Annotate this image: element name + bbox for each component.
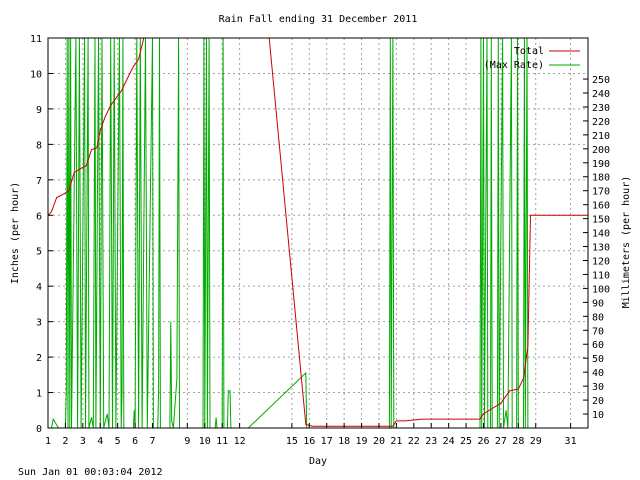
x-tick-label: 20 <box>373 436 385 447</box>
x-tick-label: 3 <box>80 436 86 447</box>
y-left-tick-label: 0 <box>36 424 42 435</box>
y-right-tick-label: 130 <box>592 243 610 254</box>
x-tick-label: 19 <box>356 436 368 447</box>
x-tick-label: 23 <box>425 436 437 447</box>
x-tick-label: 4 <box>97 436 103 447</box>
y-right-tick-label: 170 <box>592 187 610 198</box>
x-tick-label: 15 <box>286 436 298 447</box>
x-tick-label: 22 <box>408 436 420 447</box>
y-right-tick-label: 210 <box>592 131 610 142</box>
x-tick-label: 7 <box>150 436 156 447</box>
x-tick-label: 24 <box>443 436 455 447</box>
y-left-tick-label: 10 <box>30 69 42 80</box>
y-left-tick-label: 11 <box>30 34 42 45</box>
x-axis-label: Day <box>309 456 327 467</box>
x-tick-label: 27 <box>495 436 507 447</box>
series-line-max-rate <box>48 38 531 428</box>
y-right-tick-label: 230 <box>592 103 610 114</box>
series-line-total <box>48 38 588 427</box>
y-right-tick-label: 90 <box>592 298 604 309</box>
y-axis-right: 10 20 30 40 50 60 70 80 90 100 110 120 130 140 150 160 1… <box>583 75 610 421</box>
y-axis-left-label: Inches (per hour) <box>10 182 21 284</box>
x-tick-label: 17 <box>321 436 333 447</box>
y-right-tick-label: 40 <box>592 368 604 379</box>
x-tick-label: 26 <box>477 436 489 447</box>
y-right-tick-label: 30 <box>592 382 604 393</box>
x-tick-label: 28 <box>512 436 524 447</box>
x-tick-label: 12 <box>234 436 246 447</box>
x-tick-label: 10 <box>199 436 211 447</box>
x-tick-label: 29 <box>530 436 542 447</box>
grid <box>47 37 588 429</box>
y-right-tick-label: 70 <box>592 326 604 337</box>
y-right-tick-label: 50 <box>592 354 604 365</box>
chart-title: Rain Fall ending 31 December 2011 <box>219 14 418 25</box>
y-right-tick-label: 10 <box>592 410 604 421</box>
y-right-tick-label: 120 <box>592 256 610 267</box>
y-axis-right-label: Millimeters (per hour) <box>621 176 632 308</box>
y-right-tick-label: 180 <box>592 173 610 184</box>
x-axis: 1 2 3 4 5 6 7 9 10 11 12 15 16 17 18 19 20 21 22 23 24 25 26 27… <box>45 423 577 447</box>
y-right-tick-label: 100 <box>592 284 610 295</box>
y-left-tick-label: 2 <box>36 353 42 364</box>
x-tick-label: 16 <box>303 436 315 447</box>
y-left-tick-label: 1 <box>36 389 42 400</box>
y-left-tick-label: 5 <box>36 247 42 258</box>
y-left-tick-label: 4 <box>36 282 42 293</box>
y-right-tick-label: 60 <box>592 340 604 351</box>
series-layer <box>48 38 588 428</box>
footer-timestamp: Sun Jan 01 00:03:04 2012 <box>18 467 163 478</box>
x-tick-label: 5 <box>115 436 121 447</box>
plot-frame <box>47 37 589 429</box>
x-tick-label: 9 <box>184 436 190 447</box>
x-tick-label: 18 <box>338 436 350 447</box>
y-right-tick-label: 220 <box>592 117 610 128</box>
x-tick-label: 11 <box>216 436 228 447</box>
y-left-tick-label: 7 <box>36 176 42 187</box>
x-tick-label: 21 <box>390 436 402 447</box>
y-right-tick-label: 110 <box>592 270 610 281</box>
y-left-tick-label: 6 <box>36 211 42 222</box>
y-left-tick-label: 8 <box>36 140 42 151</box>
y-left-tick-label: 9 <box>36 105 42 116</box>
x-tick-label: 2 <box>62 436 68 447</box>
y-right-tick-label: 200 <box>592 145 610 156</box>
y-right-tick-label: 190 <box>592 159 610 170</box>
y-right-tick-label: 240 <box>592 89 610 100</box>
y-left-tick-label: 3 <box>36 318 42 329</box>
y-right-tick-label: 250 <box>592 75 610 86</box>
y-right-tick-label: 140 <box>592 229 610 240</box>
x-tick-label: 6 <box>132 436 138 447</box>
legend-label: (Max Rate) <box>484 60 544 71</box>
y-right-tick-label: 150 <box>592 215 610 226</box>
y-right-tick-label: 160 <box>592 201 610 212</box>
x-tick-label: 31 <box>565 436 577 447</box>
x-tick-label: 1 <box>45 436 51 447</box>
y-right-tick-label: 20 <box>592 396 604 407</box>
y-right-tick-label: 80 <box>592 312 604 323</box>
y-axis-left: 0 1 2 3 4 5 6 7 8 9 10 11 <box>30 34 53 435</box>
legend-label: Total <box>514 46 544 57</box>
x-tick-label: 25 <box>460 436 472 447</box>
legend: Total (Max Rate) <box>484 46 580 71</box>
